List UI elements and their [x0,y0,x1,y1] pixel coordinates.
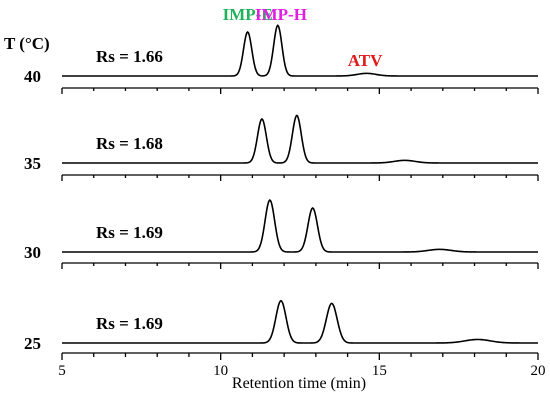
x-tick-label-10: 10 [213,363,228,379]
chromatogram-trace-40 [62,24,538,77]
x-tick-label-5: 5 [58,363,66,379]
chromatogram-trace-35 [62,114,538,164]
rs-label-30: Rs = 1.69 [96,223,163,242]
peak-label-imp-e: IMP-E [223,5,273,24]
temperature-label-40: 40 [24,67,41,86]
x-axis: 5 10 15 20 [58,87,546,379]
x-tick-label-20: 20 [531,363,546,379]
x-axis-label: Retention time (min) [232,375,366,392]
chromatogram-trace-25 [62,299,538,344]
chromatogram-trace-30 [62,199,538,253]
y-axis-label: T (°C) [4,34,50,53]
rs-label-40: Rs = 1.66 [96,47,163,66]
peak-label-atv: ATV [348,51,383,70]
labels-layer: T (°C) Retention time (min) 40 Rs = 1.66 3… [4,5,383,392]
temperature-label-35: 35 [24,154,41,173]
x-tick-label-15: 15 [372,363,387,379]
temperature-label-25: 25 [24,334,41,353]
rs-label-25: Rs = 1.69 [96,314,163,333]
traces-layer [62,24,538,344]
temperature-label-30: 30 [24,243,41,262]
rs-label-35: Rs = 1.68 [96,134,163,153]
peak-label-imp-h: IMP-H [255,5,307,24]
